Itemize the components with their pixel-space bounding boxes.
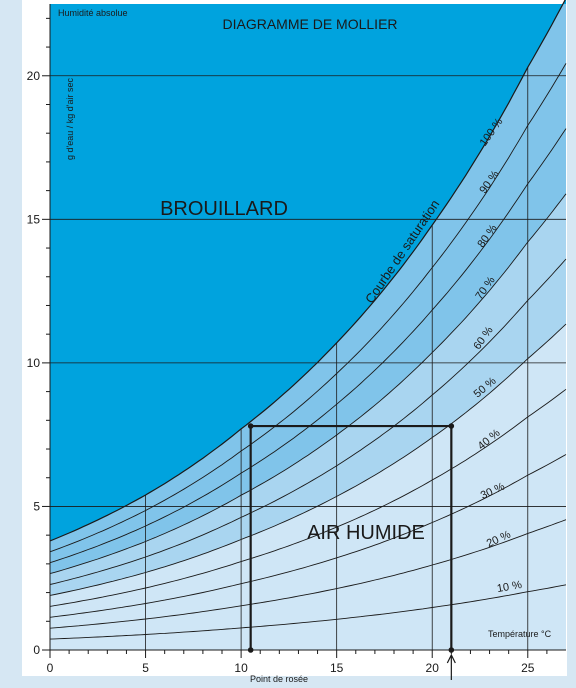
- example-point-0: [247, 423, 254, 429]
- example-point-1: [448, 423, 455, 429]
- y-axis-title: Humidité absolue: [58, 8, 128, 18]
- arrow-up-icon: [446, 653, 456, 680]
- x-tick-label-25: 25: [521, 661, 535, 675]
- y-tick-label-15: 15: [27, 212, 41, 226]
- rh-label-10: 10 %: [496, 579, 523, 595]
- rh-curves: [49, 0, 567, 653]
- rh-curve-20: [49, 519, 567, 629]
- y-axis-unit: g d'eau / kg d'air sec: [65, 78, 75, 160]
- bottom-margin-band: [0, 676, 576, 688]
- rh-curve-40: [49, 388, 567, 607]
- y-tick-label-5: 5: [33, 499, 40, 513]
- x-tick-label-20: 20: [426, 661, 440, 675]
- rh-curve-50: [49, 323, 567, 596]
- region-fills: [50, 0, 566, 650]
- x-tick-label-10: 10: [234, 661, 248, 675]
- x-axis-title: Température °C: [488, 629, 552, 639]
- rh-curve-80: [49, 128, 567, 564]
- right-margin-band: [567, 0, 576, 688]
- x-tick-label-5: 5: [142, 661, 149, 675]
- rh-curve-30: [49, 454, 567, 618]
- rh-curve-70: [49, 193, 567, 575]
- grid-lines: [50, 67, 566, 650]
- rh-curve-60: [49, 258, 567, 585]
- chart-title: DIAGRAMME DE MOLLIER: [222, 16, 397, 32]
- y-tick-label-0: 0: [33, 643, 40, 657]
- example-path: [249, 424, 453, 650]
- fog-region: [50, 0, 566, 541]
- humid-air-label: AIR HUMIDE: [307, 522, 425, 544]
- rh-curve-90: [49, 63, 567, 553]
- axes: [42, 4, 566, 680]
- y-tick-label-10: 10: [27, 356, 41, 370]
- x-tick-label-15: 15: [330, 661, 344, 675]
- left-margin-band: [0, 0, 22, 688]
- rh-curve-10: [49, 584, 567, 640]
- x-tick-label-0: 0: [47, 661, 54, 675]
- fog-label: BROUILLARD: [160, 198, 288, 220]
- y-tick-label-20: 20: [27, 69, 41, 83]
- x-axis-subtitle: Point de rosée: [250, 674, 308, 684]
- rh-curve-100: [49, 0, 566, 542]
